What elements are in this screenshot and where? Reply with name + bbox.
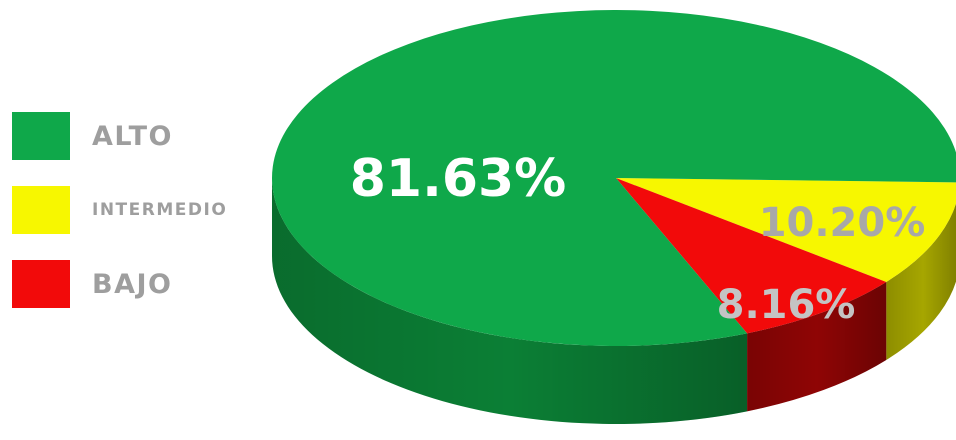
legend-item-alto: ALTO (12, 112, 173, 160)
pie-side-shade-bajo (747, 281, 887, 412)
pie-side-shade-intermedio (886, 203, 956, 360)
slice-label-intermedio: 10.20% (759, 200, 926, 246)
legend: ALTO INTERMEDIO BAJO (12, 108, 272, 318)
legend-swatch-alto (12, 112, 70, 160)
pie-sides (272, 178, 956, 425)
pie-tops (272, 10, 956, 346)
pie-slice-bajo (616, 178, 887, 334)
legend-label-bajo: BAJO (92, 268, 173, 300)
pie-labels: 81.63% 10.20% 8.16% (350, 149, 926, 328)
legend-item-bajo: BAJO (12, 260, 172, 308)
legend-item-intermedio: INTERMEDIO (12, 186, 227, 234)
slice-label-bajo: 8.16% (717, 282, 856, 328)
legend-swatch-bajo (12, 260, 70, 308)
legend-swatch-intermedio (12, 186, 70, 234)
slice-label-alto: 81.63% (350, 149, 567, 209)
legend-label-intermedio: INTERMEDIO (92, 200, 228, 220)
pie-slice-alto (272, 10, 956, 346)
pie-side-shade-alto (272, 178, 748, 425)
pie-slice-intermedio (616, 178, 956, 282)
legend-label-alto: ALTO (92, 120, 174, 152)
